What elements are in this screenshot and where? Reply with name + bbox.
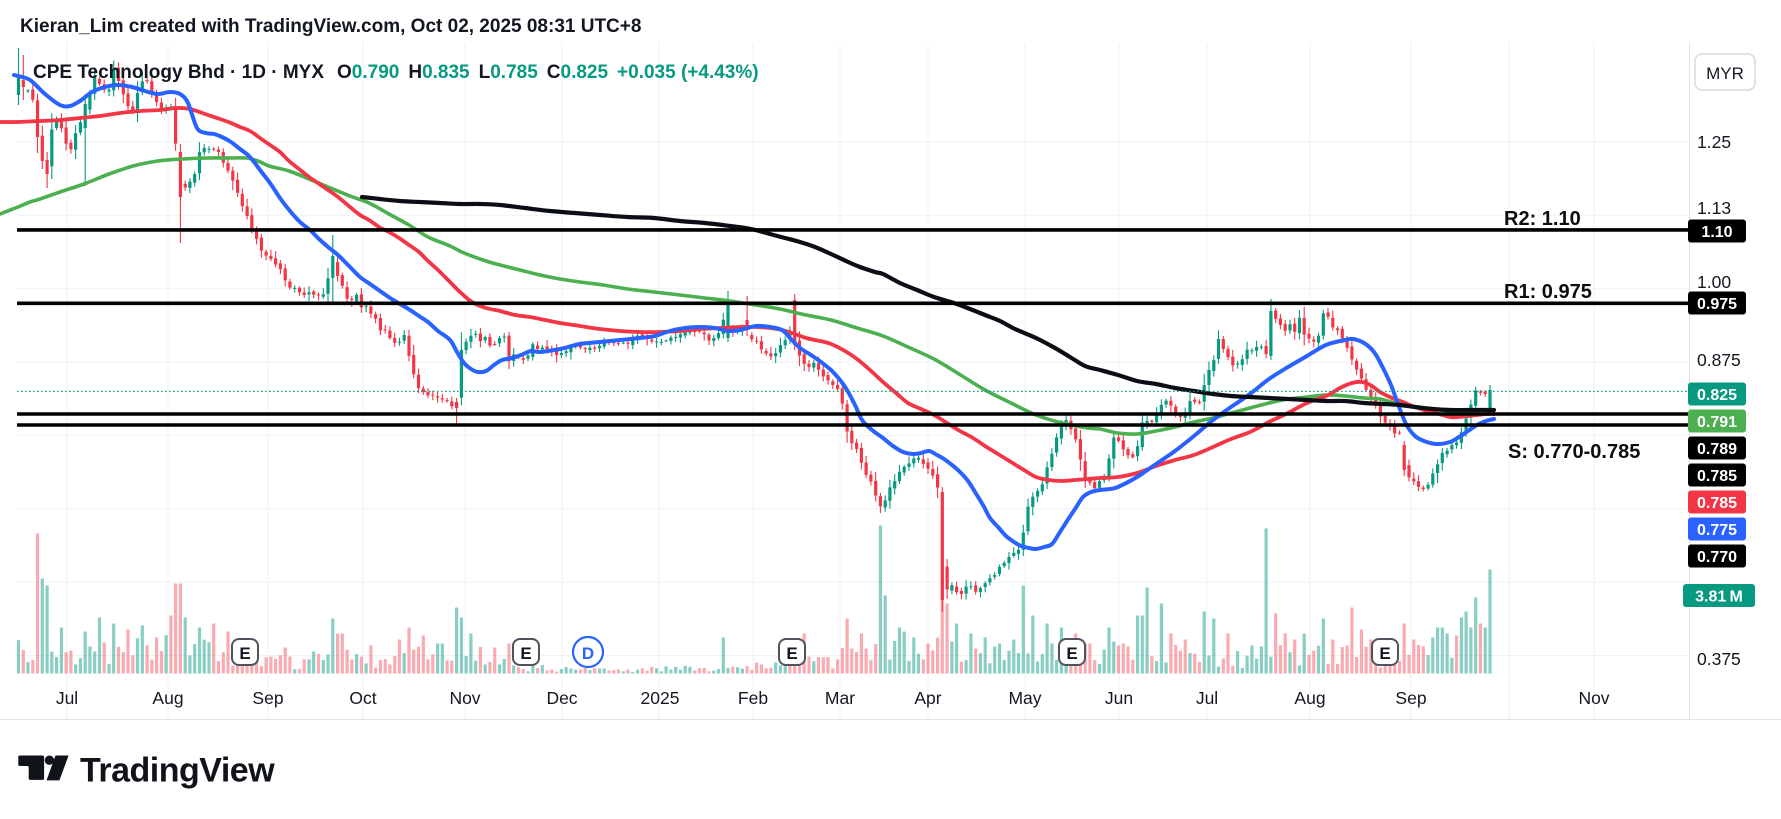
svg-text:3.81 M: 3.81 M [1695,589,1743,606]
svg-text:0.785: 0.785 [1697,468,1737,485]
svg-text:R1: 0.975: R1: 0.975 [1504,281,1592,303]
svg-text:E: E [786,644,797,663]
svg-text:Apr: Apr [914,688,941,708]
svg-text:MYR: MYR [1706,64,1744,83]
svg-text:Sep: Sep [252,688,283,708]
svg-text:0.875: 0.875 [1697,350,1741,370]
svg-text:1.00: 1.00 [1697,272,1731,292]
svg-text:0.375: 0.375 [1697,649,1741,669]
svg-text:0.975: 0.975 [1697,296,1737,313]
svg-text:0.789: 0.789 [1697,441,1737,458]
svg-text:0.785: 0.785 [1697,495,1737,512]
svg-text:Aug: Aug [152,688,183,708]
svg-text:TradingView: TradingView [80,752,275,790]
svg-text:Aug: Aug [1294,688,1325,708]
svg-text:2025: 2025 [641,688,680,708]
svg-text:E: E [520,644,531,663]
svg-text:Nov: Nov [449,688,480,708]
svg-text:0.791: 0.791 [1697,414,1737,431]
svg-text:E: E [1379,644,1390,663]
svg-text:R2: 1.10: R2: 1.10 [1504,208,1581,230]
svg-text:E: E [1066,644,1077,663]
svg-text:0.775: 0.775 [1697,522,1737,539]
svg-text:Mar: Mar [825,688,855,708]
svg-text:1.10: 1.10 [1701,224,1732,241]
svg-text:Dec: Dec [546,688,577,708]
svg-text:Sep: Sep [1395,688,1426,708]
svg-text:Jul: Jul [1196,688,1218,708]
svg-text:Jun: Jun [1105,688,1133,708]
svg-text:S: 0.770-0.785: S: 0.770-0.785 [1508,441,1640,463]
svg-text:1.13: 1.13 [1697,198,1731,218]
svg-text:May: May [1008,688,1041,708]
svg-text:Jul: Jul [56,688,78,708]
svg-text:Feb: Feb [738,688,768,708]
svg-text:Nov: Nov [1578,688,1609,708]
svg-text:0.825: 0.825 [1697,387,1737,404]
svg-text:0.770: 0.770 [1697,549,1737,566]
svg-text:E: E [239,644,250,663]
svg-text:D: D [582,644,594,663]
svg-text:Kieran_Lim created with Tradin: Kieran_Lim created with TradingView.com,… [20,16,641,37]
svg-text:Oct: Oct [349,688,376,708]
svg-text:1.25: 1.25 [1697,132,1731,152]
